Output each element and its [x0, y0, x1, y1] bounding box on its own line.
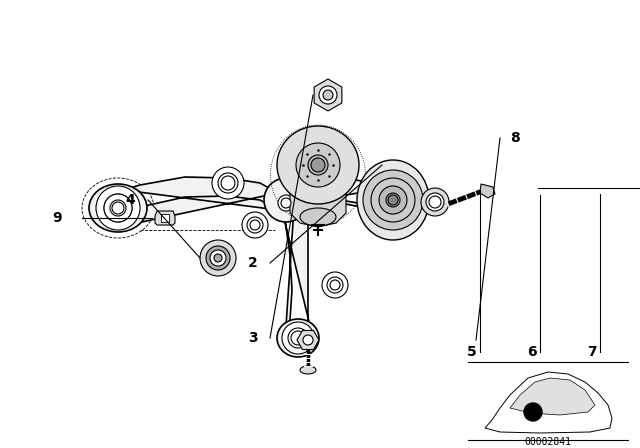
Circle shape — [381, 188, 405, 212]
Circle shape — [386, 193, 400, 207]
Polygon shape — [123, 177, 278, 226]
Circle shape — [319, 86, 337, 104]
Circle shape — [322, 272, 348, 298]
Ellipse shape — [277, 319, 319, 357]
Polygon shape — [161, 214, 169, 222]
Polygon shape — [290, 187, 346, 227]
Ellipse shape — [277, 126, 359, 204]
Circle shape — [421, 188, 449, 216]
Text: 2: 2 — [248, 256, 258, 270]
Circle shape — [110, 200, 126, 216]
Text: 4: 4 — [125, 193, 135, 207]
Ellipse shape — [89, 184, 147, 232]
Circle shape — [288, 328, 308, 348]
Circle shape — [296, 143, 340, 187]
Circle shape — [282, 322, 314, 354]
Circle shape — [264, 178, 308, 222]
Ellipse shape — [300, 366, 316, 374]
Circle shape — [210, 250, 226, 266]
Text: 6: 6 — [527, 345, 537, 359]
Text: 3: 3 — [248, 331, 258, 345]
Circle shape — [104, 194, 132, 222]
Circle shape — [388, 195, 398, 205]
Circle shape — [281, 198, 291, 208]
Text: 7: 7 — [587, 345, 597, 359]
Circle shape — [323, 90, 333, 100]
Text: 5: 5 — [467, 345, 477, 359]
Polygon shape — [480, 184, 495, 198]
Circle shape — [104, 194, 132, 222]
Circle shape — [250, 220, 260, 230]
Text: 8: 8 — [510, 131, 520, 145]
Circle shape — [302, 149, 334, 181]
Circle shape — [221, 176, 235, 190]
Polygon shape — [278, 193, 310, 326]
Polygon shape — [314, 79, 342, 111]
Circle shape — [206, 246, 230, 270]
Ellipse shape — [357, 160, 429, 240]
Circle shape — [371, 178, 415, 222]
Circle shape — [218, 173, 238, 193]
Circle shape — [327, 277, 343, 293]
Polygon shape — [485, 372, 612, 433]
Circle shape — [214, 254, 222, 262]
Circle shape — [524, 403, 542, 421]
Circle shape — [200, 240, 236, 276]
Circle shape — [291, 331, 305, 345]
Circle shape — [373, 180, 413, 220]
Circle shape — [112, 202, 124, 214]
Circle shape — [303, 335, 313, 345]
Ellipse shape — [300, 208, 336, 226]
Polygon shape — [510, 378, 595, 415]
Circle shape — [363, 170, 423, 230]
Circle shape — [429, 196, 441, 208]
Text: 9: 9 — [52, 211, 62, 225]
Text: 00002841: 00002841 — [525, 437, 572, 447]
Circle shape — [330, 280, 340, 290]
Circle shape — [247, 217, 263, 233]
Circle shape — [288, 135, 348, 195]
Polygon shape — [297, 331, 319, 349]
Circle shape — [242, 212, 268, 238]
Circle shape — [311, 158, 325, 172]
Polygon shape — [155, 211, 175, 225]
Circle shape — [96, 186, 140, 230]
Circle shape — [308, 155, 328, 175]
Circle shape — [212, 167, 244, 199]
Circle shape — [426, 193, 444, 211]
Circle shape — [278, 195, 294, 211]
Circle shape — [379, 186, 407, 214]
Polygon shape — [278, 178, 375, 210]
